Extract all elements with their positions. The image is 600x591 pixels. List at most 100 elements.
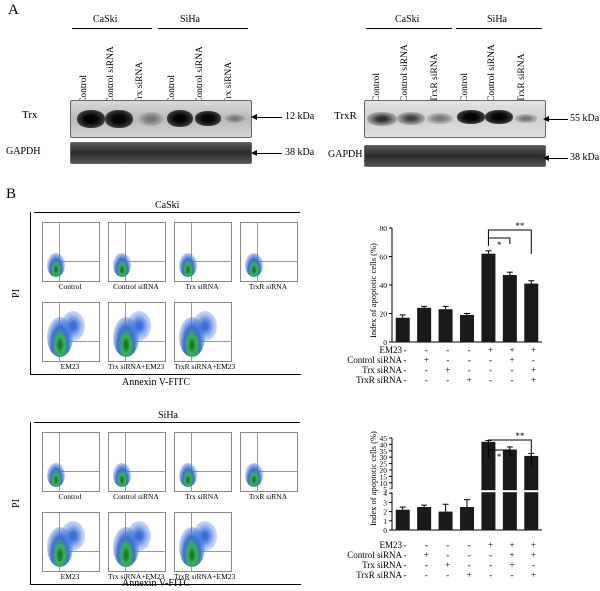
matrix-cell: -	[489, 375, 493, 385]
bar	[395, 317, 410, 342]
flow-plot	[42, 432, 100, 492]
matrix-cell: +	[445, 560, 451, 570]
trxr-blot-strip	[364, 100, 546, 138]
caski-y-axis-label: PI	[10, 289, 22, 298]
flow-plot	[174, 512, 232, 572]
bar	[502, 449, 517, 530]
y-axis-label: Index of apoptotic cells (%)	[368, 243, 378, 338]
matrix-cell: -	[403, 570, 407, 580]
flow-plot-label: Control siRNA	[113, 492, 159, 501]
matrix-row-label: TrxR siRNA	[356, 570, 402, 580]
flow-plot	[108, 432, 166, 492]
caski-x-axis-label: Annexin V-FITC	[122, 377, 191, 388]
significance-label: *	[497, 452, 502, 462]
flow-plot-label: Control	[58, 282, 82, 291]
bar	[460, 314, 474, 342]
caski-flow-frame	[30, 212, 301, 375]
right-row1-size: 55 kDa	[570, 113, 600, 124]
y-tick-label: 0	[383, 526, 387, 535]
cell-cluster	[179, 463, 197, 487]
matrix-cell: -	[467, 540, 471, 550]
matrix-cell: +	[509, 355, 515, 365]
significance-bracket	[487, 237, 511, 246]
y-tick-label: 25	[380, 460, 388, 469]
cell-cluster	[47, 463, 65, 487]
matrix-cell: -	[467, 345, 471, 355]
matrix-cell: +	[423, 550, 429, 560]
matrix-row-label: EM23	[379, 345, 403, 355]
cell-cluster	[127, 521, 151, 551]
flow-plot-label: TrxR siRNA+EM23	[174, 572, 236, 581]
panel-a-letter: A	[8, 2, 19, 18]
matrix-cell: -	[403, 540, 407, 550]
right-lane-label: Control	[460, 72, 470, 102]
quadrant-divider	[257, 433, 258, 491]
matrix-cell: -	[467, 365, 471, 375]
matrix-cell: +	[466, 375, 472, 385]
right-row1-arrow	[543, 116, 568, 122]
cell-cluster	[245, 253, 263, 277]
cell-cluster	[61, 521, 85, 551]
bar	[481, 253, 496, 342]
bar	[395, 509, 410, 530]
quadrant-divider	[59, 223, 60, 281]
matrix-cell: -	[467, 550, 471, 560]
y-tick-label: 45	[380, 434, 388, 443]
flow-plot	[174, 222, 232, 282]
matrix-cell: +	[509, 540, 515, 550]
matrix-cell: -	[424, 375, 428, 385]
matrix-cell: +	[530, 540, 536, 550]
y-tick-label: 4	[383, 489, 387, 498]
flow-plot-label: Trx siRNA	[185, 492, 219, 501]
matrix-cell: +	[488, 345, 494, 355]
matrix-cell: +	[530, 570, 536, 580]
left-row2-label: GAPDH	[6, 146, 41, 157]
siha-y-axis-label: PI	[10, 499, 22, 508]
cell-cluster	[193, 521, 217, 551]
y-axis-label: Index of apoptotic cells (%)	[368, 431, 378, 526]
siha-title-line	[34, 422, 300, 423]
left-blot-underline-1	[72, 28, 152, 29]
flow-plot-label: EM23	[60, 572, 80, 581]
cell-cluster	[193, 311, 217, 341]
left-row1-arrow	[251, 114, 282, 120]
left-lane-label: Trx siRNA	[224, 61, 234, 104]
bar	[417, 507, 432, 530]
cell-cluster	[61, 311, 85, 341]
matrix-row-label: Trx siRNA	[362, 365, 402, 375]
quadrant-divider	[125, 433, 126, 491]
matrix-cell: +	[466, 570, 472, 580]
cell-cluster	[179, 253, 197, 277]
left-lane-label: Trx siRNA	[135, 61, 145, 104]
y-tick-label: 80	[380, 224, 388, 233]
right-lane-label: Control siRNA	[487, 44, 497, 102]
quadrant-gate	[59, 471, 100, 492]
matrix-cell: -	[403, 550, 407, 560]
flow-plot	[174, 432, 232, 492]
significance-label: **	[515, 431, 525, 441]
quadrant-gate	[59, 261, 100, 282]
cell-cluster	[113, 253, 131, 277]
right-row2-size: 38 kDa	[570, 152, 600, 163]
y-tick-label: 0	[383, 338, 387, 347]
left-row1-label: Trx	[22, 109, 38, 121]
quadrant-gate	[191, 471, 232, 492]
flow-plot-label: Trx siRNA	[185, 282, 219, 291]
gapdh-blot-strip-right	[364, 145, 546, 167]
matrix-row-label: Control siRNA	[347, 550, 402, 560]
flow-plot	[240, 432, 298, 492]
significance-bracket	[487, 229, 532, 254]
quadrant-gate	[257, 261, 298, 282]
trx-blot-strip	[70, 100, 252, 138]
matrix-row-label: TrxR siRNA	[356, 375, 402, 385]
left-blot-cellline-2: SiHa	[180, 14, 200, 25]
matrix-cell: -	[467, 355, 471, 365]
left-blot-underline-2	[158, 28, 248, 29]
quadrant-divider	[191, 223, 192, 281]
y-tick-label: 5	[383, 485, 387, 494]
cell-cluster	[113, 463, 131, 487]
matrix-cell: -	[403, 355, 407, 365]
right-row2-arrow	[543, 155, 568, 161]
flow-plot	[42, 302, 100, 362]
cell-cluster	[47, 253, 65, 277]
